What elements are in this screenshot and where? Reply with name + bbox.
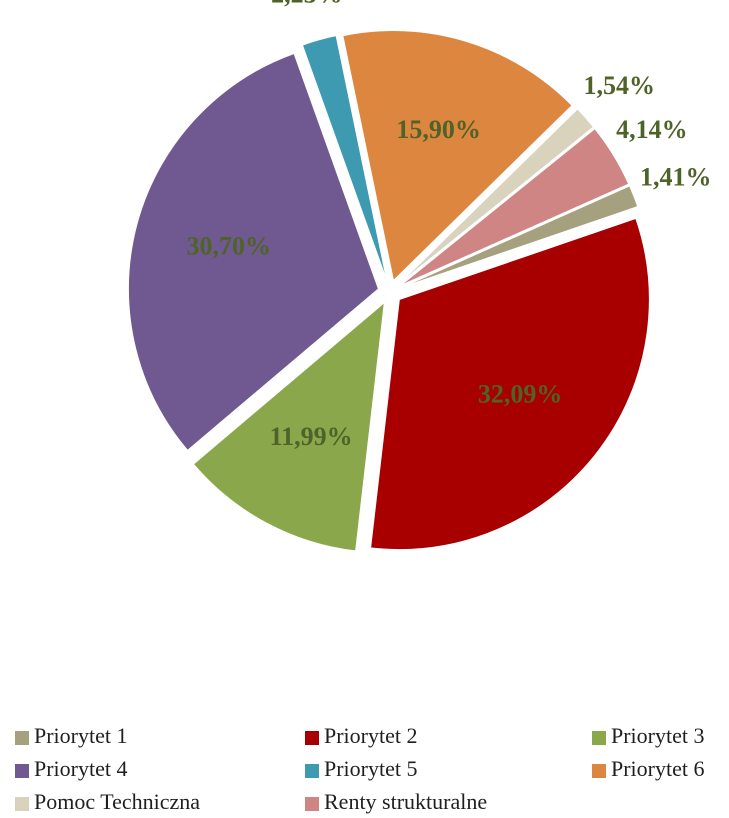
pie-slice <box>400 185 639 289</box>
data-label: 11,99% <box>270 422 353 451</box>
data-label: 15,90% <box>396 115 481 144</box>
legend-label: Priorytet 5 <box>324 756 418 781</box>
pie-slice <box>301 35 388 281</box>
data-label: 4,14% <box>616 115 688 144</box>
pie-slice <box>342 30 573 282</box>
legend-swatch <box>15 797 29 811</box>
pie-slice <box>370 217 650 551</box>
legend-label: Pomoc Techniczna <box>34 789 200 814</box>
legend-label: Renty strukturalne <box>324 789 487 814</box>
pie-slice <box>398 108 595 285</box>
legend-swatch <box>305 764 319 778</box>
data-label: 1,41% <box>640 163 712 192</box>
pie-slice <box>399 128 630 287</box>
legend-swatch <box>15 731 29 745</box>
legend-swatch <box>592 731 606 745</box>
legend-label: Priorytet 3 <box>611 723 705 748</box>
legend-label: Priorytet 2 <box>324 723 418 748</box>
legend-label: Priorytet 1 <box>34 723 128 748</box>
data-label: 1,54% <box>584 71 656 100</box>
legend-label: Priorytet 6 <box>611 756 705 781</box>
legend-label: Priorytet 4 <box>34 756 128 781</box>
legend-swatch <box>305 797 319 811</box>
data-label: 30,70% <box>186 232 271 261</box>
pie-slice <box>192 301 385 552</box>
data-label: 32,09% <box>478 380 563 409</box>
legend-swatch <box>592 764 606 778</box>
pie-slice <box>127 52 379 452</box>
data-label: 2,23% <box>271 0 343 8</box>
legend-swatch <box>15 764 29 778</box>
legend-swatch <box>305 731 319 745</box>
